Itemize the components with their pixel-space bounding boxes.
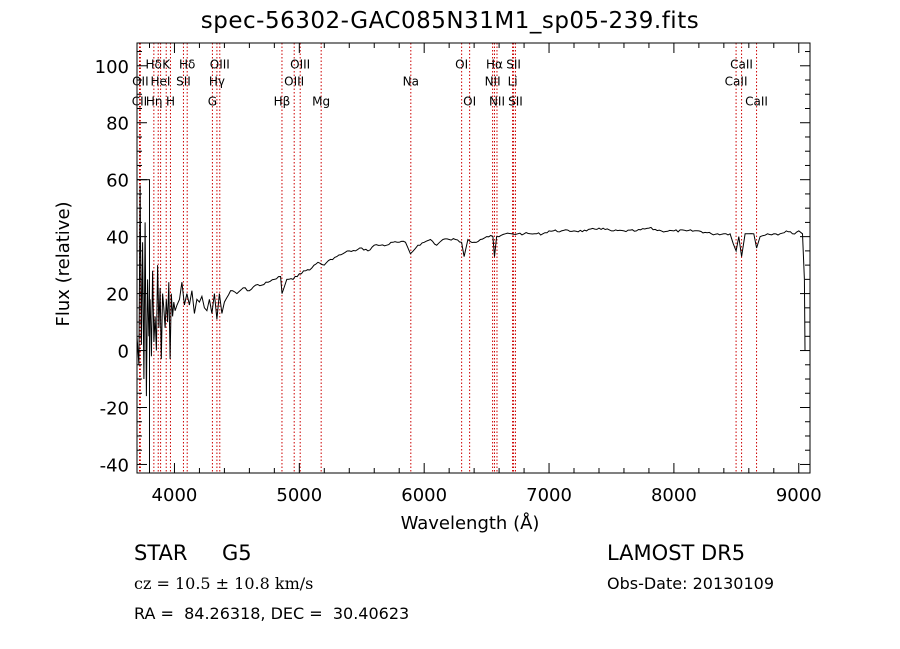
line-label: G [208, 95, 217, 109]
y-tick-label: 20 [106, 285, 129, 306]
y-tick-label: 40 [106, 228, 129, 249]
redshift-velocity: cz = 10.5 ± 10.8 km/s [134, 574, 314, 593]
line-label: OI [455, 58, 468, 72]
inset-box [136, 179, 150, 474]
chart-title: spec-56302-GAC085N31M1_sp05-239.fits [200, 8, 700, 34]
y-tick-label: 60 [106, 171, 129, 192]
y-axis-label: Flux (relative) [53, 201, 74, 326]
spectrum-line [136, 185, 806, 397]
line-label: H [166, 95, 175, 109]
y-tick-label: 0 [118, 342, 129, 363]
line-label: CII [132, 95, 147, 109]
line-label: CaII [730, 58, 753, 72]
line-label: K [162, 58, 171, 72]
line-label: NII [485, 75, 501, 89]
line-label: SII [176, 75, 191, 89]
line-label: HeI [150, 75, 170, 89]
x-tick-label: 4000 [152, 485, 198, 506]
line-label: OII [132, 75, 149, 89]
observation-date: Obs-Date: 20130109 [607, 574, 775, 593]
object-class: STAR [134, 541, 188, 565]
x-axis-label: Wavelength (Å) [401, 512, 540, 534]
line-label: OIII [284, 75, 304, 89]
line-label: OI [463, 95, 476, 109]
survey-name: LAMOST DR5 [607, 541, 746, 565]
x-tick-label: 9000 [776, 485, 822, 506]
line-label: SII [508, 95, 523, 109]
coordinates: RA = 84.26318, DEC = 30.40623 [134, 604, 410, 623]
line-label: Hδ [179, 58, 195, 72]
x-tick-label: 8000 [651, 485, 697, 506]
y-tick-label: -20 [100, 399, 129, 420]
x-tick-label: 5000 [276, 485, 322, 506]
x-tick-label: 7000 [526, 485, 572, 506]
x-tick-label: 6000 [401, 485, 447, 506]
line-label: CaII [725, 75, 748, 89]
line-label: Hα [486, 58, 503, 72]
line-label: Hβ [274, 95, 291, 109]
y-tick-label: -40 [100, 455, 129, 476]
line-label: NII [489, 95, 505, 109]
line-label: SII [506, 58, 521, 72]
y-tick-label: 100 [95, 57, 129, 78]
line-label: Hγ [209, 75, 225, 89]
line-label: CaII [745, 95, 768, 109]
line-label: Hη [146, 95, 163, 109]
axis-ticks: 4000 5000 6000 7000 8000 9000 -40 -20 0 20 40 60 80 1… [95, 43, 822, 506]
line-label: Na [403, 75, 419, 89]
line-label: Hδ [146, 58, 162, 72]
line-label: OIII [210, 58, 230, 72]
line-label: Li [508, 75, 518, 89]
spectral-subclass: G5 [222, 541, 252, 565]
line-label: Mg [312, 95, 330, 109]
spectral-line-markers [138, 43, 758, 473]
line-label: OIII [290, 58, 310, 72]
y-tick-label: 80 [106, 114, 129, 135]
